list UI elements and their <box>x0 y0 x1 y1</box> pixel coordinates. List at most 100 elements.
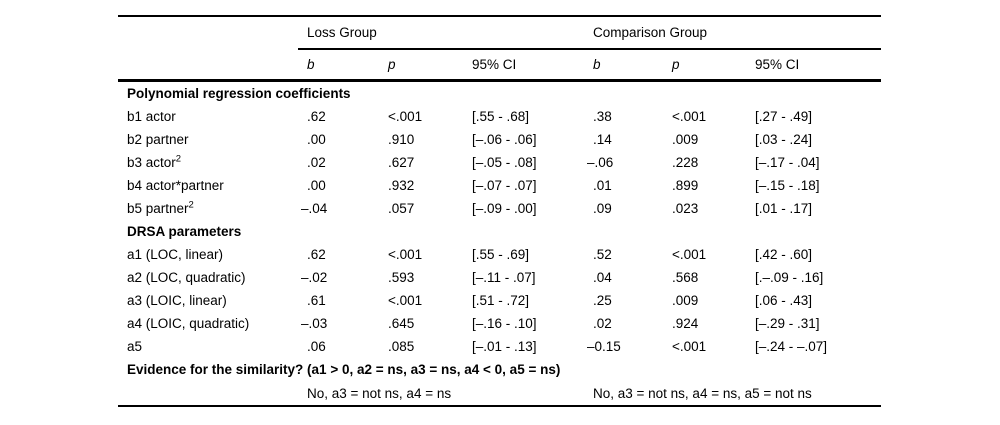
row-label-text: b3 actor <box>127 155 176 170</box>
section-title: DRSA parameters <box>127 224 242 239</box>
cell-comp-p: .009 <box>672 293 699 308</box>
cell-comp-ci: [.–.09 - .16] <box>755 270 824 285</box>
regression-table-container: Loss Group Comparison Group b p 95% CI b… <box>118 15 882 407</box>
table-row-a5: a5 .06 .085 [–.01 - .13] –0.15 <.001 [–.… <box>118 335 881 358</box>
group-header-row: Loss Group Comparison Group <box>118 16 882 50</box>
row-label: b1 actor <box>127 109 176 124</box>
cell-comp-p: <.001 <box>672 247 707 262</box>
cell-comp-b: .01 <box>593 178 612 193</box>
cell-comp-p: .228 <box>672 155 699 170</box>
cell-loss-ci: [.51 - .72] <box>472 293 530 308</box>
cell-comp-ci: [.03 - .24] <box>755 132 813 147</box>
cell-comp-b: .38 <box>593 109 612 124</box>
section-header-polynomial: Polynomial regression coefficients <box>118 81 881 106</box>
cell-comp-b: –0.15 <box>587 339 621 354</box>
cell-loss-ci: [–.05 - .08] <box>472 155 537 170</box>
cell-comp-ci: [.01 - .17] <box>755 201 813 216</box>
cell-loss-ci: [–.01 - .13] <box>472 339 537 354</box>
col-header-comp-p: p <box>663 49 746 82</box>
cell-loss-ci: [–.09 - .00] <box>472 201 537 216</box>
comparison-group-answer: No, a3 = not ns, a4 = ns, a5 = not ns <box>593 385 812 401</box>
row-label: b3 actor2 <box>118 151 298 174</box>
evidence-answer-row: No, a3 = not ns, a4 = ns No, a3 = not ns… <box>118 381 881 406</box>
comparison-group-header: Comparison Group <box>584 16 882 50</box>
cell-comp-p: .924 <box>672 316 699 331</box>
cell-loss-ci: [–.11 - .07] <box>472 270 536 285</box>
empty-label-header <box>118 49 298 82</box>
empty-corner-cell <box>118 16 298 49</box>
cell-comp-b: .52 <box>593 247 612 262</box>
cell-comp-p: .009 <box>672 132 699 147</box>
cell-loss-p: .932 <box>388 178 415 193</box>
row-label: b4 actor*partner <box>127 178 224 193</box>
cell-loss-b: .62 <box>307 247 326 262</box>
cell-loss-p: .627 <box>388 155 415 170</box>
cell-comp-p: .023 <box>672 201 699 216</box>
table-row-a2: a2 (LOC, quadratic) –.02 .593 [–.11 - .0… <box>118 266 881 289</box>
cell-comp-p: <.001 <box>672 109 707 124</box>
cell-comp-p: <.001 <box>672 339 707 354</box>
col-header-comp-ci: 95% CI <box>746 49 882 82</box>
table-row-a3: a3 (LOIC, linear) .61 <.001 [.51 - .72] … <box>118 289 881 312</box>
table-row-b2: b2 partner .00 .910 [–.06 - .06] .14 .00… <box>118 128 881 151</box>
cell-comp-ci: [.27 - .49] <box>755 109 813 124</box>
table-row-b3: b3 actor2 .02 .627 [–.05 - .08] –.06 .22… <box>118 151 881 174</box>
cell-comp-ci: [–.29 - .31] <box>755 316 820 331</box>
cell-loss-ci: [.55 - .69] <box>472 247 530 262</box>
cell-comp-p: .899 <box>672 178 699 193</box>
empty-answer-label-cell <box>118 381 298 406</box>
evidence-question: Evidence for the similarity? (a1 > 0, a2… <box>127 362 561 377</box>
cell-loss-p: .593 <box>388 270 415 285</box>
cell-loss-p: .645 <box>388 316 415 331</box>
cell-loss-b: .06 <box>307 339 326 354</box>
column-header-row: b p 95% CI b p 95% CI <box>118 49 882 82</box>
cell-loss-b: .00 <box>307 178 326 193</box>
cell-loss-b: –.02 <box>301 270 328 285</box>
cell-comp-ci: [–.24 - –.07] <box>755 339 828 354</box>
row-label: a3 (LOIC, linear) <box>127 293 227 308</box>
cell-loss-p: .057 <box>388 201 415 216</box>
row-label-superscript: 2 <box>188 199 194 211</box>
row-label: a5 <box>127 339 143 354</box>
cell-loss-b: –.04 <box>301 201 328 216</box>
row-label: b2 partner <box>127 132 189 147</box>
col-header-loss-p: p <box>379 49 463 82</box>
table-row-b4: b4 actor*partner .00 .932 [–.07 - .07] .… <box>118 174 881 197</box>
row-label-text: b5 partner <box>127 201 189 216</box>
loss-group-answer: No, a3 = not ns, a4 = ns <box>307 385 452 401</box>
cell-loss-b: –.03 <box>301 316 328 331</box>
col-header-loss-b: b <box>298 49 379 82</box>
row-label: a4 (LOIC, quadratic) <box>127 316 250 331</box>
row-label: b5 partner2 <box>118 197 298 220</box>
regression-table: Loss Group Comparison Group b p 95% CI b… <box>118 15 882 407</box>
row-label: a2 (LOC, quadratic) <box>127 270 246 285</box>
cell-loss-p: <.001 <box>388 247 423 262</box>
cell-loss-p: .085 <box>388 339 415 354</box>
cell-comp-b: .14 <box>593 132 612 147</box>
cell-loss-p: .910 <box>388 132 415 147</box>
cell-comp-ci: [.42 - .60] <box>755 247 813 262</box>
cell-loss-ci: [–.16 - .10] <box>472 316 537 331</box>
table-row-a1: a1 (LOC, linear) .62 <.001 [.55 - .69] .… <box>118 243 881 266</box>
cell-comp-p: .568 <box>672 270 699 285</box>
cell-comp-b: .02 <box>593 316 612 331</box>
cell-comp-ci: [–.17 - .04] <box>755 155 820 170</box>
row-label-superscript: 2 <box>175 153 182 165</box>
cell-loss-ci: [–.06 - .06] <box>472 132 537 147</box>
cell-comp-ci: [–.15 - .18] <box>755 178 820 193</box>
col-header-loss-ci: 95% CI <box>463 49 584 82</box>
cell-comp-b: .25 <box>593 293 612 308</box>
section-title: Polynomial regression coefficients <box>127 86 351 101</box>
table-row-b1: b1 actor .62 <.001 [.55 - .68] .38 <.001… <box>118 105 881 128</box>
table-row-a4: a4 (LOIC, quadratic) –.03 .645 [–.16 - .… <box>118 312 881 335</box>
cell-comp-b: –.06 <box>587 155 614 170</box>
cell-comp-b: .09 <box>593 201 612 216</box>
cell-loss-b: .02 <box>307 155 326 170</box>
cell-comp-ci: [.06 - .43] <box>755 293 813 308</box>
cell-loss-b: .00 <box>307 132 326 147</box>
col-header-comp-b: b <box>584 49 663 82</box>
evidence-question-row: Evidence for the similarity? (a1 > 0, a2… <box>118 358 881 381</box>
cell-loss-b: .61 <box>307 293 326 308</box>
loss-group-header: Loss Group <box>298 16 584 50</box>
table-row-b5: b5 partner2 –.04 .057 [–.09 - .00] .09 .… <box>118 197 881 220</box>
